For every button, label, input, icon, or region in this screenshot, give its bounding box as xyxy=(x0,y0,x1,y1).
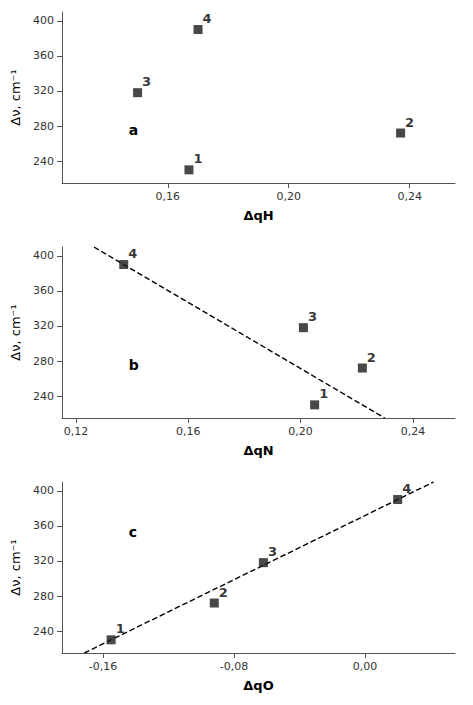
svg-text:3: 3 xyxy=(308,309,317,324)
svg-text:0,16: 0,16 xyxy=(156,190,181,203)
svg-text:4: 4 xyxy=(203,11,212,26)
svg-text:Δν, cm⁻¹: Δν, cm⁻¹ xyxy=(8,69,23,125)
svg-text:2: 2 xyxy=(405,115,414,130)
svg-text:1: 1 xyxy=(116,621,125,636)
svg-text:320: 320 xyxy=(33,84,54,97)
svg-text:0,20: 0,20 xyxy=(288,425,313,438)
svg-text:-0,16: -0,16 xyxy=(89,660,117,673)
svg-text:c: c xyxy=(129,524,137,540)
svg-text:Δν, cm⁻¹: Δν, cm⁻¹ xyxy=(8,304,23,360)
svg-text:0,00: 0,00 xyxy=(353,660,378,673)
svg-text:2: 2 xyxy=(219,585,228,600)
svg-text:0,24: 0,24 xyxy=(397,190,422,203)
svg-text:4: 4 xyxy=(402,481,411,496)
svg-text:0,12: 0,12 xyxy=(64,425,89,438)
svg-text:-0,08: -0,08 xyxy=(220,660,248,673)
svg-text:360: 360 xyxy=(33,49,54,62)
svg-text:ΔqO: ΔqO xyxy=(243,678,273,693)
svg-text:280: 280 xyxy=(33,590,54,603)
svg-text:400: 400 xyxy=(33,484,54,497)
svg-text:360: 360 xyxy=(33,284,54,297)
svg-text:320: 320 xyxy=(33,319,54,332)
svg-text:240: 240 xyxy=(33,625,54,638)
svg-text:4: 4 xyxy=(128,246,137,261)
svg-text:ΔqH: ΔqH xyxy=(243,208,273,223)
svg-text:320: 320 xyxy=(33,554,54,567)
svg-text:400: 400 xyxy=(33,249,54,262)
svg-text:0,24: 0,24 xyxy=(401,425,426,438)
svg-text:3: 3 xyxy=(142,74,151,89)
svg-text:280: 280 xyxy=(33,120,54,133)
svg-text:3: 3 xyxy=(268,544,277,559)
svg-text:Δν, cm⁻¹: Δν, cm⁻¹ xyxy=(8,539,23,595)
svg-text:b: b xyxy=(129,357,139,373)
svg-text:360: 360 xyxy=(33,519,54,532)
svg-text:ΔqN: ΔqN xyxy=(243,443,273,458)
svg-text:0,16: 0,16 xyxy=(176,425,201,438)
svg-text:2: 2 xyxy=(367,350,376,365)
svg-text:400: 400 xyxy=(33,14,54,27)
svg-text:240: 240 xyxy=(33,390,54,403)
svg-text:0,20: 0,20 xyxy=(276,190,301,203)
svg-text:1: 1 xyxy=(193,151,202,166)
svg-text:1: 1 xyxy=(319,386,328,401)
svg-text:a: a xyxy=(129,122,138,138)
svg-text:280: 280 xyxy=(33,355,54,368)
svg-text:240: 240 xyxy=(33,155,54,168)
